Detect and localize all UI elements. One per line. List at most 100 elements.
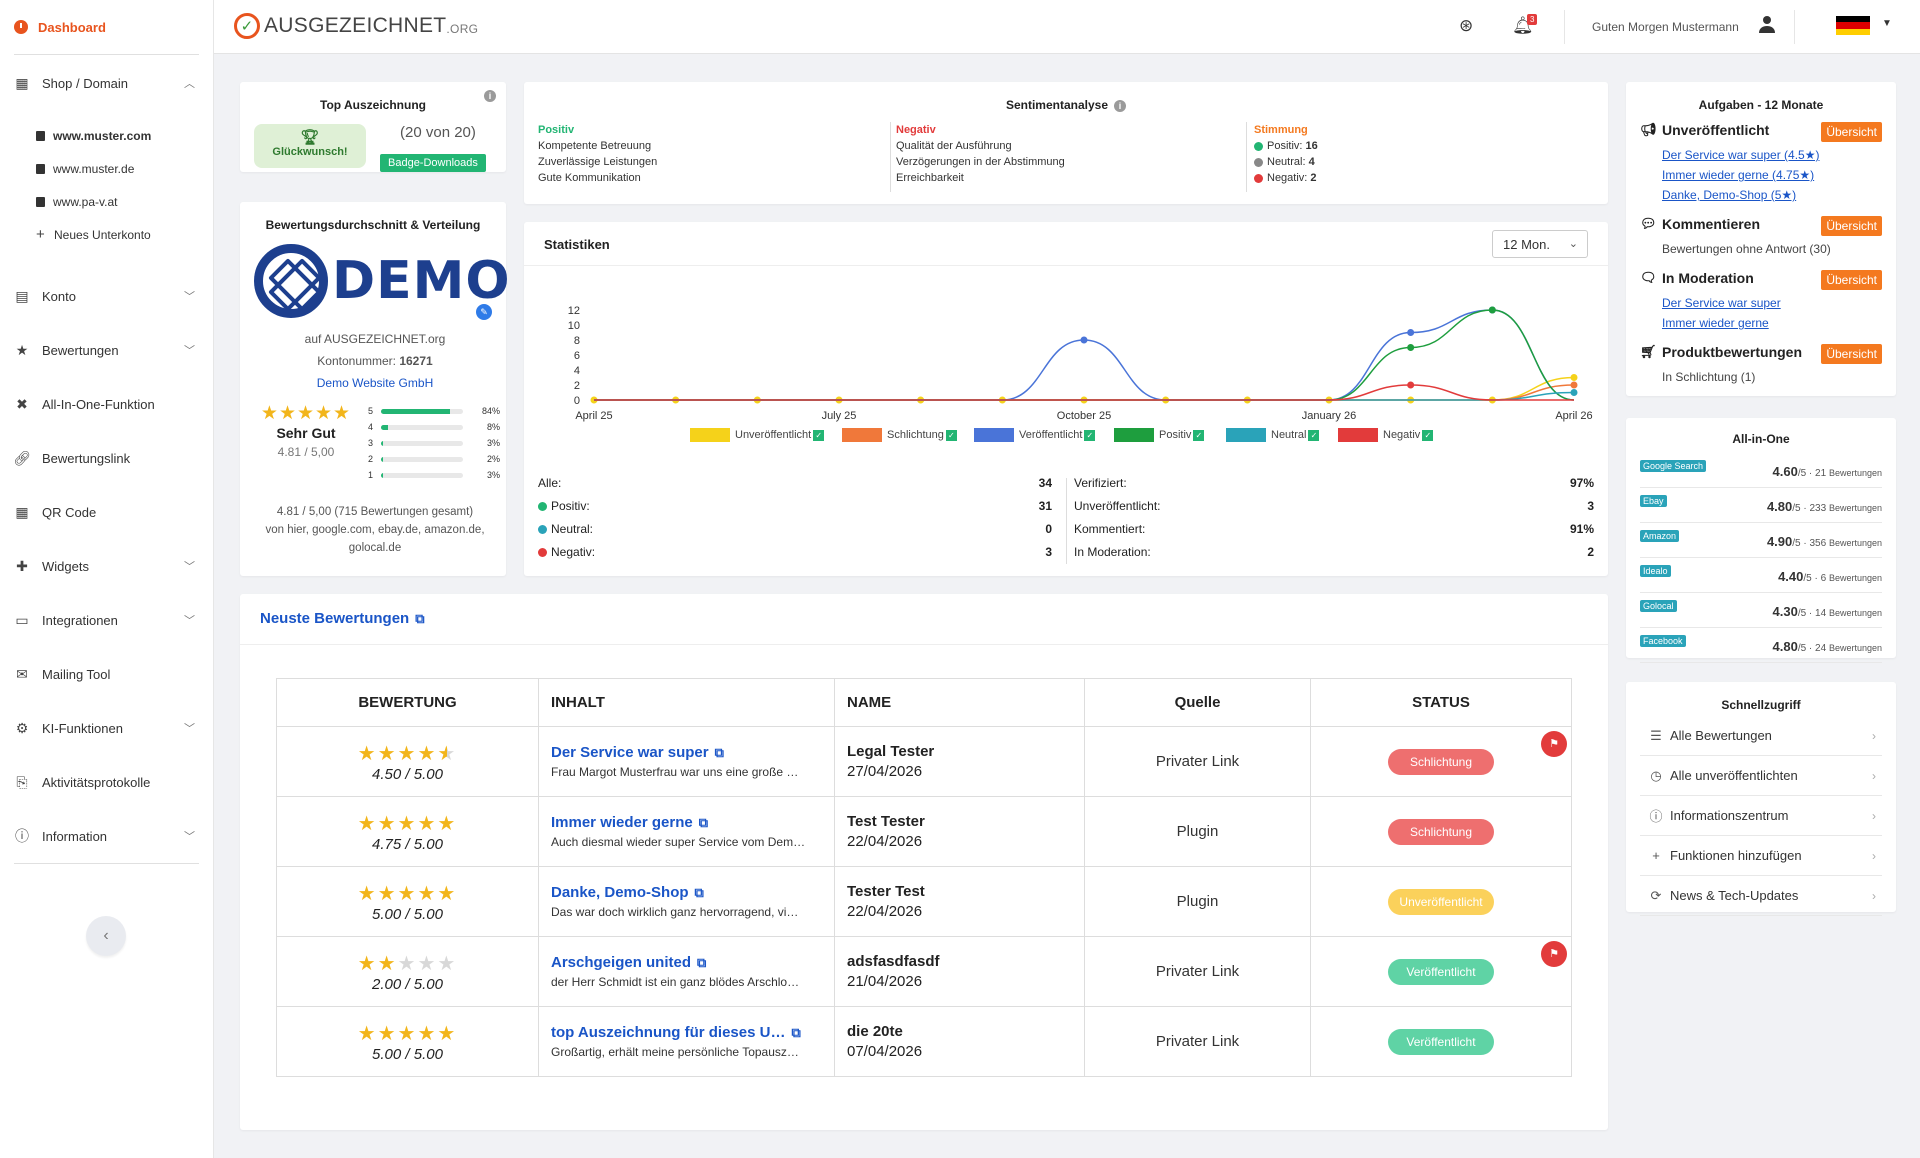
sidebar-item-integrationen[interactable]: ▭ Integrationen ﹀ bbox=[0, 593, 213, 647]
all-in-one-row[interactable]: Golocal 4.30/5 · 14 Bewertungen bbox=[1640, 594, 1882, 628]
task-link[interactable]: Der Service war super bbox=[1662, 296, 1781, 310]
data-point[interactable] bbox=[1407, 381, 1415, 389]
col-header-source[interactable]: Quelle bbox=[1084, 678, 1311, 727]
user-icon[interactable] bbox=[1758, 15, 1776, 33]
quick-link-alle-unver-ffentlichten[interactable]: ◷ Alle unveröffentlichten › bbox=[1640, 756, 1882, 796]
sidebar-item-bewertungslink[interactable]: 🔗︎ Bewertungslink bbox=[0, 431, 213, 485]
sidebar-item-mailing-tool[interactable]: ✉ Mailing Tool bbox=[0, 647, 213, 701]
status-badge[interactable]: Veröffentlicht bbox=[1388, 1028, 1494, 1055]
moderation-overview-button[interactable]: Übersicht bbox=[1821, 270, 1882, 290]
table-row[interactable]: ★★★★★ 2.00 / 5.00 Arschgeigen united ⧉ der H… bbox=[276, 936, 1572, 1007]
link-icon: 🔗︎ bbox=[13, 449, 31, 466]
nav-shop-domain[interactable]: ▦ Shop / Domain ︿ bbox=[0, 55, 213, 111]
status-badge[interactable]: Veröffentlicht bbox=[1388, 958, 1494, 985]
domain-item[interactable]: www.muster.com bbox=[0, 119, 213, 152]
task-link[interactable]: Immer wieder gerne (4.75★) bbox=[1662, 168, 1815, 182]
task-link[interactable]: Der Service war super (4.5★) bbox=[1662, 148, 1820, 162]
flag-icon[interactable]: ⚑ bbox=[1541, 941, 1567, 967]
review-title-link[interactable]: Der Service war super ⧉ bbox=[551, 744, 724, 761]
col-header-rating[interactable]: BEWERTUNG bbox=[276, 678, 539, 727]
caret-down-icon[interactable]: ▼ bbox=[1882, 18, 1892, 29]
quick-link-informationszentrum[interactable]: ⓘ Informationszentrum › bbox=[1640, 796, 1882, 836]
all-in-one-row[interactable]: Ebay 4.80/5 · 233 Bewertungen bbox=[1640, 489, 1882, 523]
domain-item[interactable]: www.muster.de bbox=[0, 152, 213, 185]
comments-overview-button[interactable]: Übersicht bbox=[1821, 216, 1882, 236]
col-header-content[interactable]: INHALT bbox=[538, 678, 835, 727]
all-in-one-row[interactable]: Google Search 4.60/5 · 21 Bewertungen bbox=[1640, 454, 1882, 488]
task-link[interactable]: Immer wieder gerne bbox=[1662, 316, 1769, 330]
table-row[interactable]: ★★★★★ 5.00 / 5.00 Danke, Demo-Shop ⧉ Das war… bbox=[276, 866, 1572, 937]
legend-item[interactable]: Unveröffentlicht ✓ bbox=[690, 428, 825, 442]
review-content-cell: Immer wieder gerne ⧉ Auch diesmal wieder s… bbox=[538, 796, 835, 867]
review-title-link[interactable]: top Auszeichnung für dieses U… ⧉ bbox=[551, 1024, 801, 1041]
data-point[interactable] bbox=[1570, 381, 1578, 389]
new-subaccount[interactable]: + Neues Unterkonto bbox=[36, 226, 151, 243]
legend-item[interactable]: Schlichtung ✓ bbox=[842, 428, 957, 442]
distribution-row: 2 2% bbox=[368, 454, 500, 464]
info-icon[interactable]: i bbox=[1114, 99, 1127, 112]
latest-reviews-title[interactable]: Neuste Bewertungen ⧉ bbox=[260, 610, 425, 627]
col-header-name[interactable]: NAME bbox=[834, 678, 1085, 727]
all-in-one-row[interactable]: Idealo 4.40/5 · 6 Bewertungen bbox=[1640, 559, 1882, 593]
status-badge[interactable]: Schlichtung bbox=[1388, 818, 1494, 845]
sidebar-item-aktivit-tsprotokolle[interactable]: ⎘ Aktivitätsprotokolle bbox=[0, 755, 213, 809]
nav-dashboard[interactable]: Dashboard bbox=[0, 0, 213, 54]
legend-item[interactable]: Neutral ✓ bbox=[1226, 428, 1320, 442]
data-point[interactable] bbox=[1407, 329, 1415, 336]
table-row[interactable]: ★★★★★ 5.00 / 5.00 top Auszeichnung für die… bbox=[276, 1006, 1572, 1077]
rating-stars-icon: ★★★★★ bbox=[260, 403, 352, 424]
task-link[interactable]: Danke, Demo-Shop (5★) bbox=[1662, 188, 1797, 202]
demo-logo: DEMO bbox=[254, 244, 511, 318]
unpublished-overview-button[interactable]: Übersicht bbox=[1821, 122, 1882, 142]
data-point[interactable] bbox=[1570, 374, 1578, 381]
quick-link-funktionen-hinzuf-gen[interactable]: + Funktionen hinzufügen › bbox=[1640, 836, 1882, 876]
company-link[interactable]: Demo Website GmbH bbox=[316, 376, 434, 390]
info-icon[interactable]: i bbox=[484, 90, 496, 102]
review-title-link[interactable]: Danke, Demo-Shop ⧉ bbox=[551, 884, 704, 901]
sidebar-item-bewertungen[interactable]: ★ Bewertungen ﹀ bbox=[0, 323, 213, 377]
legend-item[interactable]: Veröffentlicht ✓ bbox=[974, 428, 1096, 442]
review-stars-icon: ★★★★★ bbox=[357, 882, 458, 905]
sidebar-item-qr-code[interactable]: ▦ QR Code bbox=[0, 485, 213, 539]
table-row[interactable]: ★★★★★ 4.50 / 5.00 Der Service war super ⧉ Fr… bbox=[276, 726, 1572, 797]
all-in-one-row[interactable]: Facebook 4.80/5 · 24 Bewertungen bbox=[1640, 629, 1882, 663]
domain-item[interactable]: www.pa-v.at bbox=[0, 185, 213, 218]
period-select[interactable]: 12 Mon. ⌄ bbox=[1492, 230, 1588, 258]
review-title-link[interactable]: Immer wieder gerne ⧉ bbox=[551, 814, 709, 831]
notification-badge: 3 bbox=[1527, 14, 1538, 25]
data-point[interactable] bbox=[1488, 306, 1496, 314]
table-row[interactable]: ★★★★★ 4.75 / 5.00 Immer wieder gerne ⧉ Auch … bbox=[276, 796, 1572, 867]
badge-downloads-button[interactable]: Badge-Downloads bbox=[380, 154, 486, 172]
sidebar-item-ki-funktionen[interactable]: ⚙ KI-Funktionen ﹀ bbox=[0, 701, 213, 755]
review-title-link[interactable]: Arschgeigen united ⧉ bbox=[551, 954, 707, 971]
source-badge: Facebook bbox=[1640, 635, 1686, 647]
data-point[interactable] bbox=[1570, 389, 1578, 396]
quick-link-alle-bewertungen[interactable]: ☰ Alle Bewertungen › bbox=[1640, 716, 1882, 756]
legend-swatch bbox=[974, 428, 1014, 442]
review-snippet: Auch diesmal wieder super Service vom De… bbox=[551, 835, 806, 849]
flag-icon[interactable]: ⚑ bbox=[1541, 731, 1567, 757]
y-tick-label: 0 bbox=[574, 395, 580, 407]
sidebar-item-label: KI-Funktionen bbox=[42, 720, 123, 736]
product-overview-button[interactable]: Übersicht bbox=[1821, 344, 1882, 364]
germany-flag-icon[interactable] bbox=[1836, 16, 1870, 35]
sidebar-item-konto[interactable]: ▤ Konto ﹀ bbox=[0, 269, 213, 323]
sidebar-item-widgets[interactable]: ✚ Widgets ﹀ bbox=[0, 539, 213, 593]
chevron-down-icon: ﹀ bbox=[184, 831, 195, 843]
info-icon: ⓘ bbox=[15, 828, 29, 844]
status-badge[interactable]: Unveröffentlicht bbox=[1388, 888, 1494, 915]
sidebar-item-all-in-one-funktion[interactable]: ✖ All-In-One-Funktion bbox=[0, 377, 213, 431]
laptop-icon: ▭ bbox=[15, 611, 29, 628]
data-point[interactable] bbox=[1080, 336, 1088, 344]
col-header-status[interactable]: STATUS bbox=[1310, 678, 1572, 727]
data-point[interactable] bbox=[1407, 344, 1415, 351]
legend-item[interactable]: Positiv ✓ bbox=[1114, 428, 1205, 442]
status-badge[interactable]: Schlichtung bbox=[1388, 748, 1494, 775]
legend-item[interactable]: Negativ ✓ bbox=[1338, 428, 1434, 442]
logo[interactable]: ✓ AUSGEZEICHNET .ORG bbox=[234, 13, 478, 39]
sidebar-item-information[interactable]: ⓘ Information ﹀ bbox=[0, 809, 213, 863]
support-icon[interactable]: ⊛ bbox=[1459, 16, 1474, 35]
quick-link-news-tech-updates[interactable]: ⟳ News & Tech-Updates › bbox=[1640, 876, 1882, 916]
collapse-sidebar-button[interactable]: ‹ bbox=[86, 916, 126, 956]
all-in-one-row[interactable]: Amazon 4.90/5 · 356 Bewertungen bbox=[1640, 524, 1882, 558]
